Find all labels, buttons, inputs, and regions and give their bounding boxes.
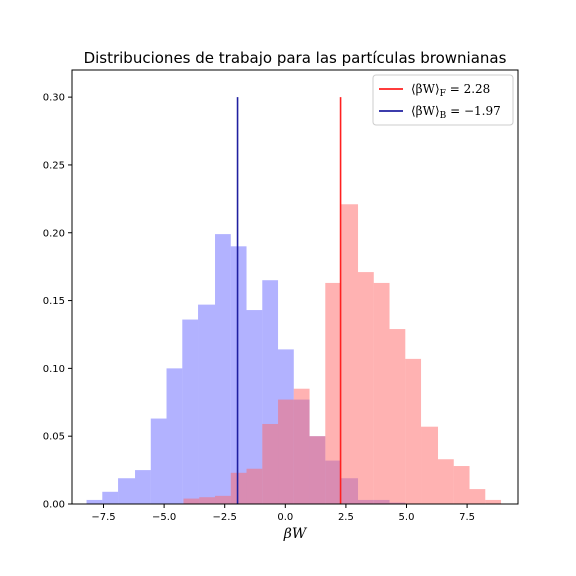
histogram-bar bbox=[325, 282, 342, 504]
x-tick-label: −2.5 bbox=[213, 512, 237, 523]
histogram-bar bbox=[198, 304, 216, 504]
histogram-bar bbox=[182, 319, 199, 504]
histogram-bar bbox=[118, 478, 136, 504]
x-tick-label: −5.0 bbox=[152, 512, 176, 523]
histogram-bar bbox=[278, 399, 294, 504]
histogram-bar bbox=[453, 466, 470, 504]
histogram-bar bbox=[102, 491, 119, 504]
histogram-bar bbox=[309, 436, 326, 504]
legend-box bbox=[372, 74, 514, 126]
histogram-bar bbox=[485, 499, 502, 504]
y-tick-label: 0.30 bbox=[43, 93, 65, 104]
y-tick-label: 0.05 bbox=[43, 432, 65, 443]
histogram-bar bbox=[150, 418, 167, 504]
histogram-bar bbox=[438, 459, 454, 504]
histogram-series-1 bbox=[183, 204, 502, 505]
histogram-bar bbox=[246, 310, 263, 504]
x-tick-label: −7.5 bbox=[91, 512, 115, 523]
histogram-bar bbox=[215, 234, 231, 504]
y-tick-label: 0.15 bbox=[43, 296, 65, 307]
chart-title: Distribuciones de trabajo para las partí… bbox=[84, 49, 507, 67]
x-tick-label: 5.0 bbox=[399, 512, 415, 523]
y-tick-label: 0.25 bbox=[43, 160, 65, 171]
legend: ⟨βW⟩F = 2.28 ⟨βW⟩B = −1.97 bbox=[372, 74, 514, 126]
legend-label: ⟨βW⟩B = −1.97 bbox=[411, 104, 501, 121]
legend-label: ⟨βW⟩F = 2.28 bbox=[411, 82, 490, 99]
histogram-bar bbox=[86, 499, 103, 504]
y-axis: 0.00 0.05 0.10 0.15 0.20 0.25 0.30 bbox=[43, 93, 72, 511]
histogram-bar bbox=[421, 426, 439, 504]
y-tick-label: 0.20 bbox=[43, 228, 65, 239]
histogram-bar bbox=[215, 495, 231, 504]
histogram-bar bbox=[358, 272, 374, 504]
histogram-bar bbox=[469, 489, 486, 504]
histogram-bar bbox=[373, 282, 390, 504]
histogram-bar bbox=[230, 472, 247, 504]
y-tick-label: 0.00 bbox=[43, 500, 65, 511]
plot-area bbox=[86, 97, 502, 505]
x-axis: −7.5 −5.0 −2.5 0.0 2.5 5.0 7.5 bbox=[91, 504, 475, 523]
histogram-bar bbox=[405, 358, 422, 504]
histogram-bar bbox=[230, 246, 247, 504]
histogram-bar bbox=[341, 204, 359, 505]
axes-frame bbox=[71, 69, 519, 505]
histogram-bar bbox=[293, 388, 310, 504]
histogram-bar bbox=[199, 497, 216, 504]
histogram-bar bbox=[262, 423, 279, 504]
x-axis-label: βW bbox=[283, 526, 308, 542]
x-tick-label: 7.5 bbox=[459, 512, 475, 523]
histogram-bar bbox=[166, 368, 183, 504]
histogram-bar bbox=[389, 329, 406, 504]
x-tick-label: 0.0 bbox=[277, 512, 293, 523]
histogram-bar bbox=[183, 498, 200, 504]
y-tick-label: 0.10 bbox=[43, 364, 65, 375]
x-tick-label: 2.5 bbox=[338, 512, 354, 523]
histogram-bar bbox=[135, 470, 151, 504]
histogram-bar bbox=[246, 468, 263, 504]
